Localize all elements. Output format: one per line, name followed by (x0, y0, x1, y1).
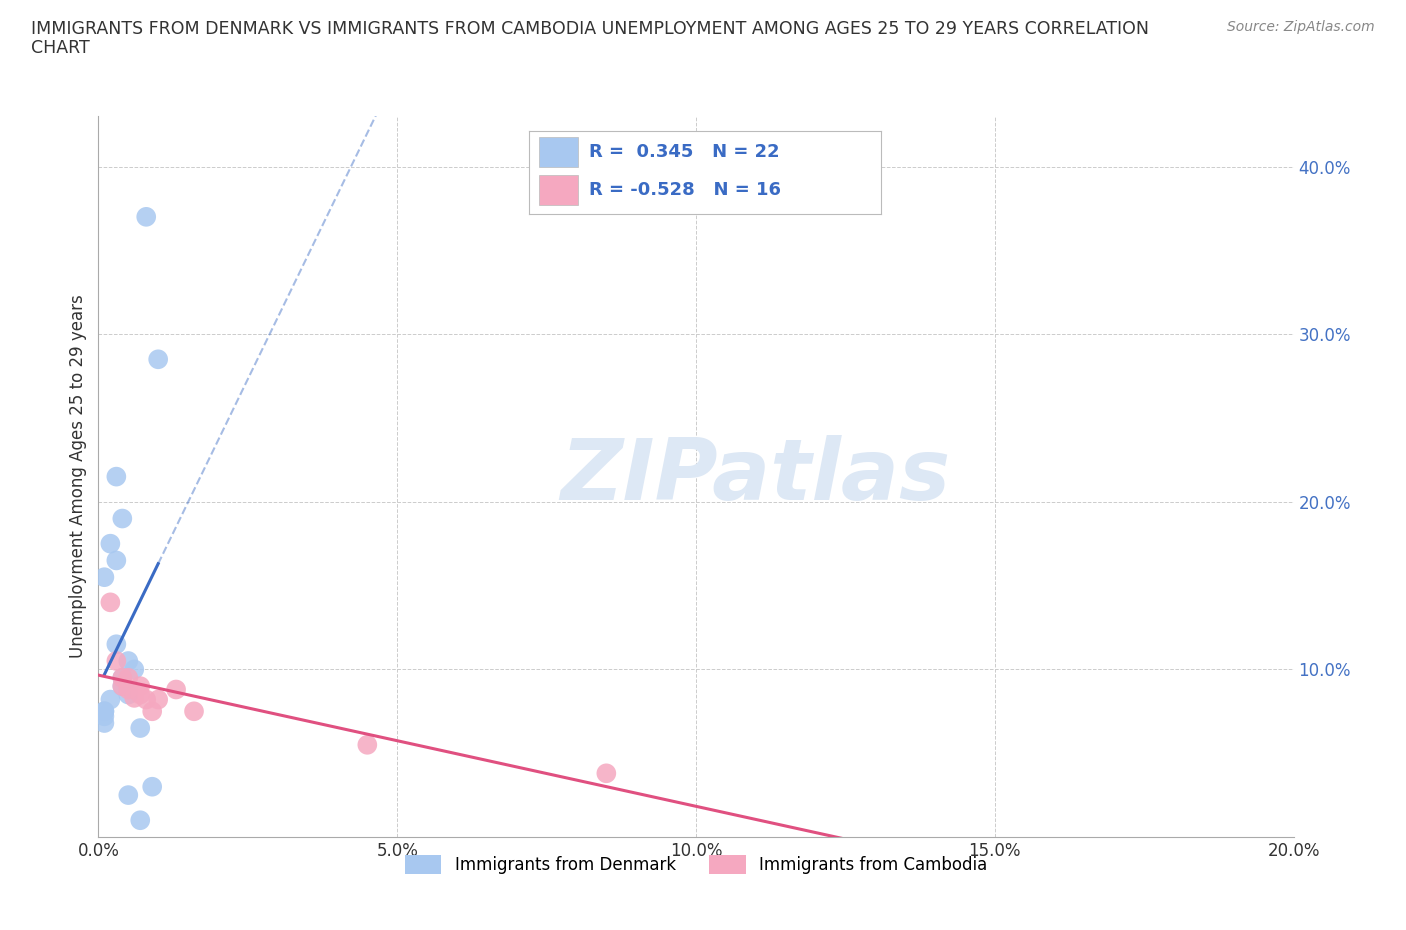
Point (141, 779, 163, 794)
Point (105, 469, 128, 484)
Point (98, 595, 122, 610)
Point (124, 662, 146, 677)
Point (111, 671, 134, 685)
Point (124, 690, 146, 705)
Point (129, 721, 152, 736)
Point (98, 692, 122, 707)
Point (93, 570, 115, 585)
Point (129, 687, 152, 702)
Point (93, 704, 115, 719)
Point (148, 692, 170, 707)
Point (93, 715, 115, 730)
Point (111, 679, 134, 694)
Point (595, 766, 617, 781)
Text: Source: ZipAtlas.com: Source: ZipAtlas.com (1227, 20, 1375, 34)
Point (129, 679, 152, 694)
Point (141, 704, 163, 719)
Point (93, 709, 115, 724)
Point (148, 352, 170, 366)
Point (117, 671, 139, 685)
Text: CHART: CHART (31, 39, 90, 57)
Point (135, 209, 157, 224)
Point (183, 704, 205, 719)
Point (111, 512, 134, 526)
Text: ZIPatlas: ZIPatlas (561, 435, 950, 518)
Y-axis label: Unemployment Among Ages 25 to 29 years: Unemployment Among Ages 25 to 29 years (69, 295, 87, 658)
Point (111, 671, 134, 685)
Point (165, 682, 187, 697)
Point (98, 537, 122, 551)
Point (105, 553, 128, 568)
Point (111, 679, 134, 694)
Point (129, 813, 152, 828)
Point (93, 704, 115, 719)
Point (117, 687, 139, 702)
Text: IMMIGRANTS FROM DENMARK VS IMMIGRANTS FROM CAMBODIA UNEMPLOYMENT AMONG AGES 25 T: IMMIGRANTS FROM DENMARK VS IMMIGRANTS FR… (31, 20, 1149, 38)
Point (105, 637, 128, 652)
Point (117, 654, 139, 669)
Point (117, 788, 139, 803)
Point (117, 682, 139, 697)
Legend: Immigrants from Denmark, Immigrants from Cambodia: Immigrants from Denmark, Immigrants from… (396, 847, 995, 883)
Point (135, 692, 157, 707)
Point (356, 737, 378, 752)
Point (105, 654, 128, 669)
